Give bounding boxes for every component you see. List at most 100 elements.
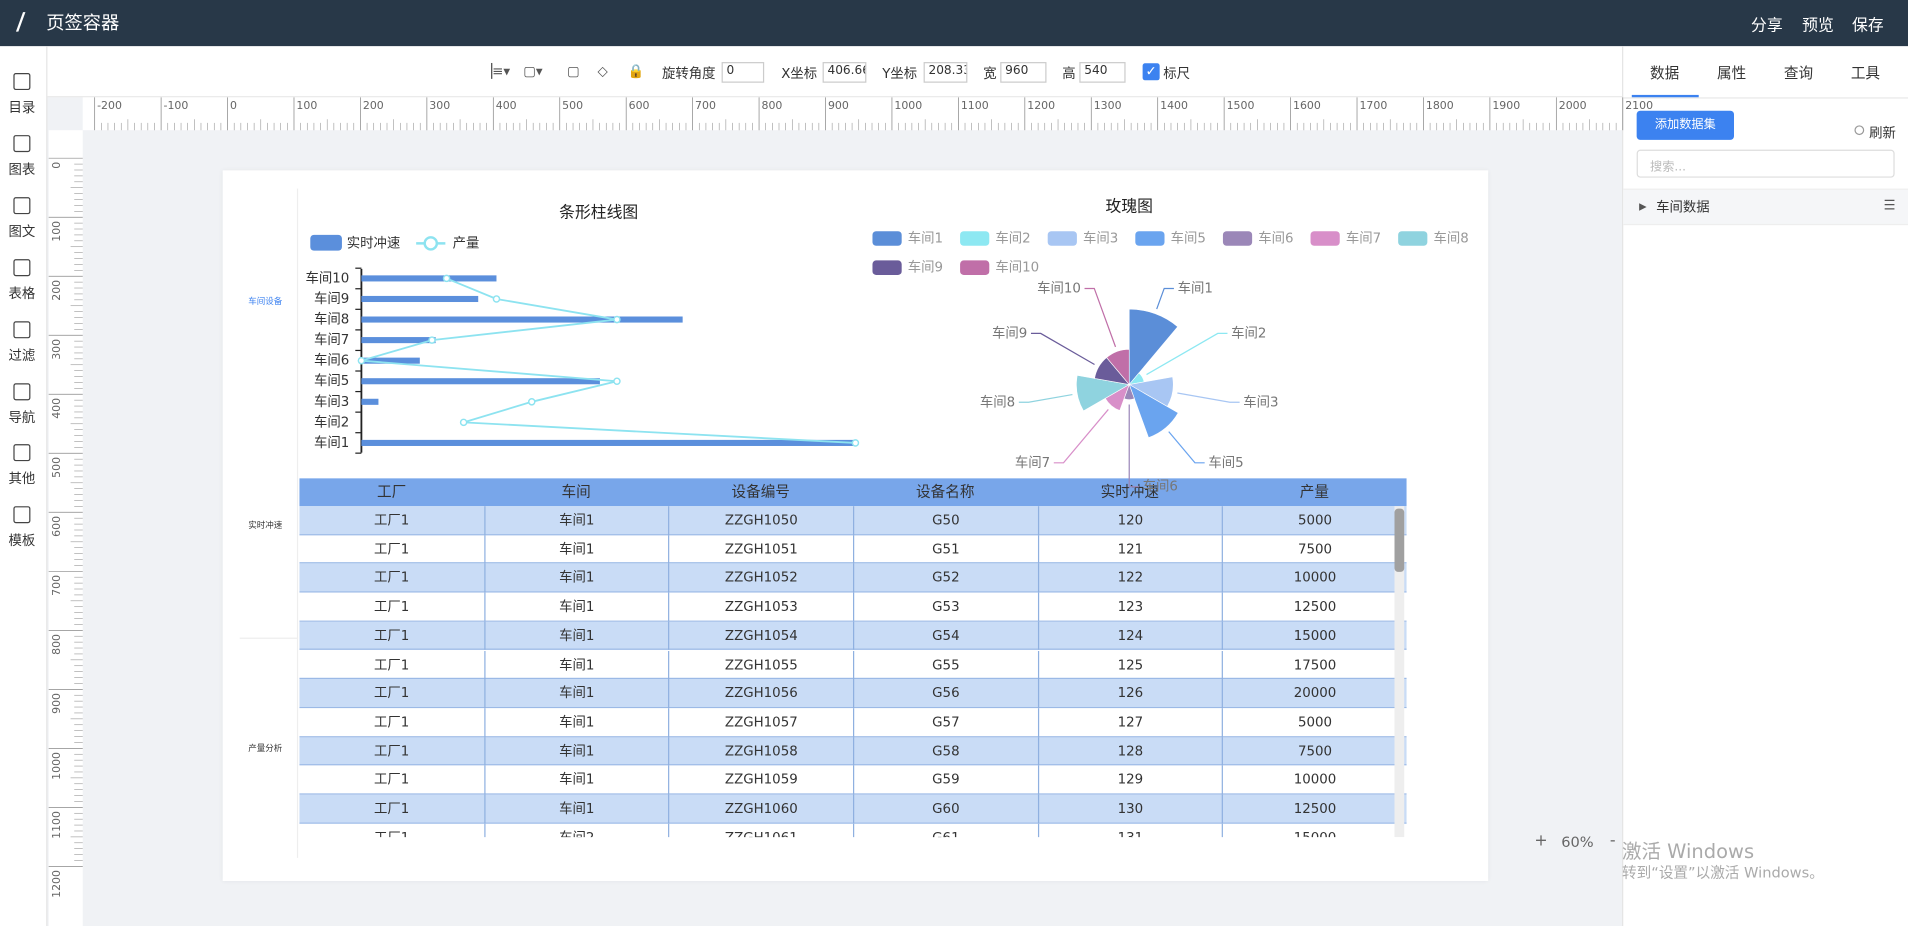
tabs-column	[240, 188, 299, 858]
table-cell: G58	[853, 736, 1038, 766]
watermark: 转到“设置”以激活 Windows。	[1622, 863, 1824, 881]
sidebar-item[interactable]: 过滤	[8, 348, 36, 364]
toolbar-icon: ▢	[567, 63, 580, 80]
header-cell: 设备名称	[916, 483, 975, 501]
table-cell: 123	[1037, 592, 1223, 622]
table-cell: 车间1	[483, 736, 669, 766]
toolbar-label: X坐标	[781, 65, 818, 82]
toolbar-input[interactable]: 540	[1079, 62, 1126, 83]
toolbar-input[interactable]: 960	[1000, 62, 1047, 83]
refresh[interactable]: 刷新	[1869, 125, 1896, 142]
table-cell: 工厂1	[373, 714, 410, 730]
toolbar-input[interactable]: 0	[721, 62, 765, 83]
sidebar-icon	[13, 259, 31, 277]
checkbox[interactable]: ✓	[1142, 63, 1160, 81]
tree-row[interactable]	[1623, 188, 1908, 226]
table-cell: 121	[1037, 535, 1223, 564]
panel-tab[interactable]: 属性	[1716, 64, 1747, 82]
table-cell: 工厂1	[299, 823, 484, 838]
table-cell: 车间1	[483, 563, 669, 593]
header-action[interactable]: 分享	[1751, 17, 1783, 36]
table-cell: 15000	[1222, 823, 1407, 838]
panel-tab[interactable]: 工具	[1850, 64, 1881, 82]
toolbar-label: Y坐标	[882, 65, 918, 82]
table-cell: G60	[853, 794, 1038, 824]
table-cell: ZZGH1050	[668, 506, 853, 536]
header-cell: 车间	[561, 483, 591, 501]
header-cell: 工厂	[376, 483, 407, 501]
panel-divider	[1623, 97, 1908, 99]
sidebar-item[interactable]: 导航	[8, 410, 36, 426]
table-cell: G53	[853, 592, 1038, 622]
toolbar-label: 旋转角度	[661, 65, 716, 82]
toolbar-label: 标尺	[1163, 65, 1191, 82]
table-cell: 工厂1	[373, 541, 410, 557]
sidebar-item[interactable]: 模板	[8, 532, 36, 549]
panel-tab[interactable]: 数据	[1650, 64, 1680, 82]
table-cell: 车间2	[483, 823, 669, 838]
right-panel	[1622, 46, 1908, 926]
scroll-track	[1394, 506, 1405, 838]
header-action[interactable]: 保存	[1852, 17, 1884, 36]
table-cell: ZZGH1051	[668, 535, 853, 564]
table-cell: 12500	[1222, 794, 1407, 824]
table-cell: 122	[1037, 563, 1223, 593]
toolbar-input[interactable]: 208.33	[923, 62, 968, 83]
table-cell: 126	[1037, 679, 1223, 709]
table-cell: G51	[853, 535, 1038, 564]
table-cell: G56	[853, 679, 1038, 709]
tree-item[interactable]: 车间数据	[1656, 199, 1710, 216]
zoom-level: 60%	[1561, 833, 1594, 851]
top-bar	[0, 0, 1908, 47]
watermark: 激活 Windows	[1622, 839, 1755, 863]
table-cell: 工厂1	[373, 627, 410, 644]
toolbar	[47, 46, 1623, 98]
sidebar-item[interactable]: 图表	[8, 161, 36, 178]
toolbar-icon: 🔒	[627, 63, 645, 80]
toolbar-label: 宽	[983, 65, 997, 82]
sidebar-item[interactable]: 表格	[8, 285, 36, 302]
header-cell: 设备编号	[731, 483, 790, 501]
page-tab[interactable]: 车间设备	[248, 296, 283, 307]
scroll-thumb[interactable]	[1394, 508, 1405, 572]
sidebar-item[interactable]: 其他	[8, 470, 36, 487]
add-button[interactable]: 添加数据集	[1636, 110, 1734, 140]
tab-underline	[1631, 94, 1699, 98]
tree-arrow: ▶	[1639, 200, 1647, 212]
table-cell: G61	[853, 823, 1038, 838]
table-cell: 5000	[1222, 506, 1407, 536]
table-cell: ZZGH1061	[668, 823, 853, 838]
search-box[interactable]: 搜索...	[1636, 149, 1895, 178]
page-tab[interactable]: 产量分析	[248, 743, 283, 754]
sidebar-icon	[13, 444, 31, 462]
table-cell: 车间1	[483, 794, 669, 824]
sidebar-icon	[13, 383, 31, 401]
toolbar-icon: ▢▾	[523, 63, 543, 80]
sidebar-item[interactable]: 图文	[8, 223, 36, 240]
table-cell: 7500	[1222, 736, 1407, 766]
table-cell: 130	[1037, 794, 1223, 824]
table-cell: 124	[1037, 621, 1223, 651]
panel-tab[interactable]: 查询	[1783, 64, 1814, 82]
sidebar-icon	[13, 506, 31, 524]
page-tab[interactable]: 实时冲速	[248, 520, 283, 531]
sidebar-icon	[13, 73, 31, 91]
header-action[interactable]: 预览	[1802, 17, 1834, 36]
zoom-in[interactable]: +	[1534, 832, 1548, 851]
table-cell: 车间1	[483, 650, 669, 680]
toolbar-input[interactable]: 406.66	[822, 62, 867, 83]
sidebar-item[interactable]: 目录	[8, 99, 36, 116]
toolbar-icon: ▕≡▾	[481, 63, 511, 80]
table-cell: 车间1	[483, 621, 669, 651]
table-cell: 125	[1037, 650, 1223, 680]
zoom-out[interactable]: -	[1609, 832, 1616, 851]
tab-sep	[239, 637, 299, 639]
table-cell: ZZGH1060	[668, 794, 853, 824]
table-cell: ZZGH1056	[668, 679, 853, 709]
table-header	[299, 478, 1407, 507]
sidebar-icon	[13, 321, 31, 339]
table-cell: 工厂1	[373, 598, 410, 615]
table-cell: 车间1	[483, 708, 669, 737]
header-cell: 产量	[1299, 483, 1329, 501]
